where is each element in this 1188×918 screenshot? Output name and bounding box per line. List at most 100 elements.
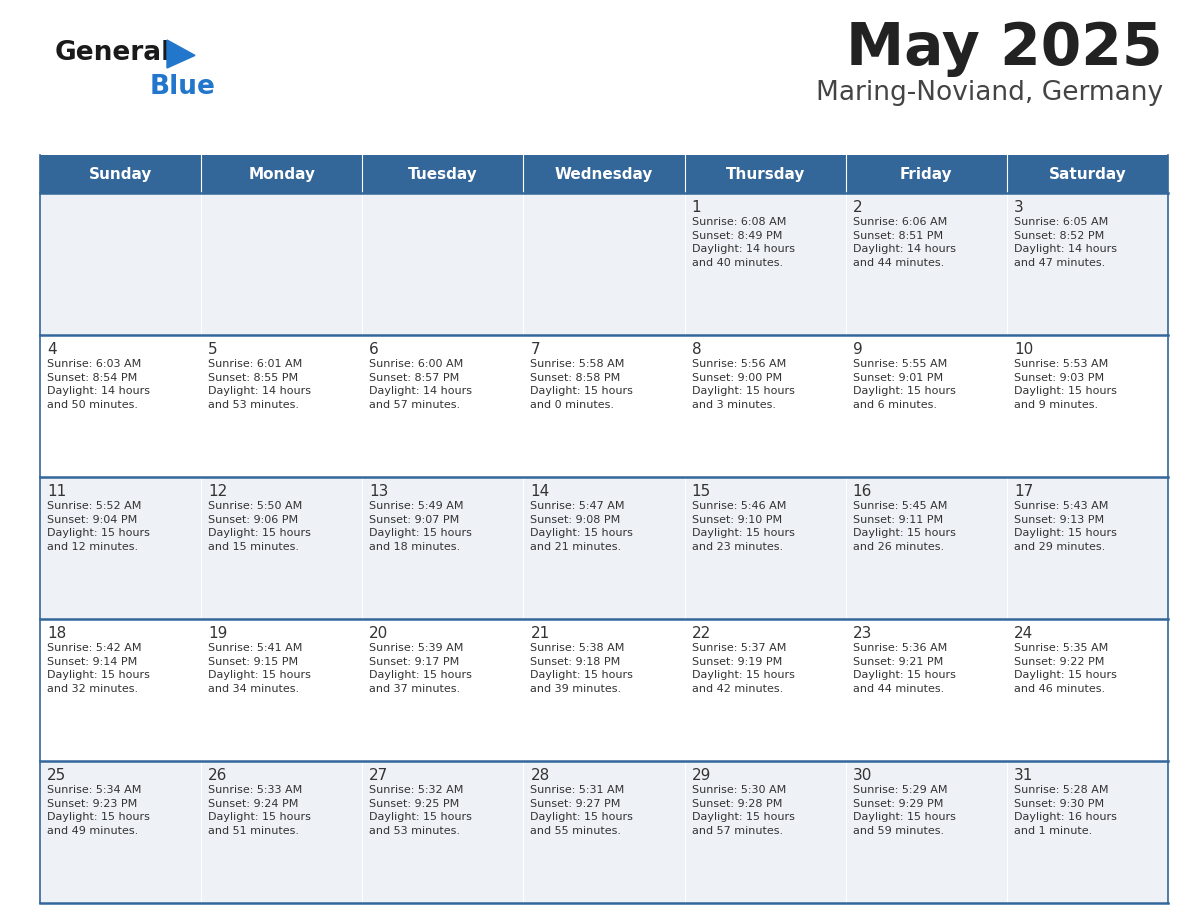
Text: Sunrise: 6:01 AM
Sunset: 8:55 PM
Daylight: 14 hours
and 53 minutes.: Sunrise: 6:01 AM Sunset: 8:55 PM Dayligh… (208, 359, 311, 409)
Bar (40, 155, 201, 193)
Bar (201, 335, 362, 477)
Text: Sunrise: 5:52 AM
Sunset: 9:04 PM
Daylight: 15 hours
and 12 minutes.: Sunrise: 5:52 AM Sunset: 9:04 PM Dayligh… (48, 501, 150, 552)
Text: Monday: Monday (248, 166, 315, 182)
Text: 9: 9 (853, 342, 862, 357)
Text: 14: 14 (530, 484, 550, 499)
Text: 27: 27 (369, 768, 388, 783)
Text: Blue: Blue (150, 74, 216, 100)
Text: General: General (55, 40, 171, 66)
Bar (40, 761, 201, 903)
Bar (1007, 193, 1168, 335)
Text: Sunrise: 5:37 AM
Sunset: 9:19 PM
Daylight: 15 hours
and 42 minutes.: Sunrise: 5:37 AM Sunset: 9:19 PM Dayligh… (691, 643, 795, 694)
Bar (362, 335, 524, 477)
Text: 17: 17 (1013, 484, 1034, 499)
Text: Sunrise: 6:08 AM
Sunset: 8:49 PM
Daylight: 14 hours
and 40 minutes.: Sunrise: 6:08 AM Sunset: 8:49 PM Dayligh… (691, 217, 795, 268)
Bar (1007, 155, 1168, 193)
Text: Maring-Noviand, Germany: Maring-Noviand, Germany (816, 80, 1163, 106)
Bar (846, 193, 1007, 335)
Text: 25: 25 (48, 768, 67, 783)
Bar (846, 761, 1007, 903)
Text: Sunrise: 5:49 AM
Sunset: 9:07 PM
Daylight: 15 hours
and 18 minutes.: Sunrise: 5:49 AM Sunset: 9:07 PM Dayligh… (369, 501, 472, 552)
Text: 31: 31 (1013, 768, 1034, 783)
Bar (201, 193, 362, 335)
Text: 20: 20 (369, 626, 388, 641)
Text: Sunrise: 5:31 AM
Sunset: 9:27 PM
Daylight: 15 hours
and 55 minutes.: Sunrise: 5:31 AM Sunset: 9:27 PM Dayligh… (530, 785, 633, 835)
Bar (362, 155, 524, 193)
Text: 7: 7 (530, 342, 541, 357)
Bar (684, 619, 846, 761)
Text: 16: 16 (853, 484, 872, 499)
Text: Sunrise: 5:32 AM
Sunset: 9:25 PM
Daylight: 15 hours
and 53 minutes.: Sunrise: 5:32 AM Sunset: 9:25 PM Dayligh… (369, 785, 472, 835)
Text: Thursday: Thursday (726, 166, 804, 182)
Text: 12: 12 (208, 484, 227, 499)
Bar (684, 477, 846, 619)
Bar (524, 477, 684, 619)
Text: 18: 18 (48, 626, 67, 641)
Text: Sunrise: 5:42 AM
Sunset: 9:14 PM
Daylight: 15 hours
and 32 minutes.: Sunrise: 5:42 AM Sunset: 9:14 PM Dayligh… (48, 643, 150, 694)
Text: 15: 15 (691, 484, 710, 499)
Bar (524, 619, 684, 761)
Bar (201, 761, 362, 903)
Text: Sunrise: 5:30 AM
Sunset: 9:28 PM
Daylight: 15 hours
and 57 minutes.: Sunrise: 5:30 AM Sunset: 9:28 PM Dayligh… (691, 785, 795, 835)
Bar (201, 155, 362, 193)
Text: Friday: Friday (901, 166, 953, 182)
Text: 30: 30 (853, 768, 872, 783)
Bar (684, 155, 846, 193)
Bar (362, 477, 524, 619)
Text: 29: 29 (691, 768, 710, 783)
Text: Sunrise: 5:58 AM
Sunset: 8:58 PM
Daylight: 15 hours
and 0 minutes.: Sunrise: 5:58 AM Sunset: 8:58 PM Dayligh… (530, 359, 633, 409)
Bar (362, 619, 524, 761)
Text: 13: 13 (369, 484, 388, 499)
Bar (362, 193, 524, 335)
Text: 2: 2 (853, 200, 862, 215)
Text: Sunrise: 5:41 AM
Sunset: 9:15 PM
Daylight: 15 hours
and 34 minutes.: Sunrise: 5:41 AM Sunset: 9:15 PM Dayligh… (208, 643, 311, 694)
Text: 26: 26 (208, 768, 228, 783)
Text: Sunrise: 5:33 AM
Sunset: 9:24 PM
Daylight: 15 hours
and 51 minutes.: Sunrise: 5:33 AM Sunset: 9:24 PM Dayligh… (208, 785, 311, 835)
Text: May 2025: May 2025 (846, 20, 1163, 77)
Text: 23: 23 (853, 626, 872, 641)
Text: 11: 11 (48, 484, 67, 499)
Text: 28: 28 (530, 768, 550, 783)
Bar (684, 761, 846, 903)
Text: 6: 6 (369, 342, 379, 357)
Text: Sunrise: 6:00 AM
Sunset: 8:57 PM
Daylight: 14 hours
and 57 minutes.: Sunrise: 6:00 AM Sunset: 8:57 PM Dayligh… (369, 359, 473, 409)
Text: Saturday: Saturday (1049, 166, 1126, 182)
Text: 1: 1 (691, 200, 701, 215)
Bar (524, 761, 684, 903)
Bar (362, 761, 524, 903)
Text: 8: 8 (691, 342, 701, 357)
Text: Sunrise: 5:45 AM
Sunset: 9:11 PM
Daylight: 15 hours
and 26 minutes.: Sunrise: 5:45 AM Sunset: 9:11 PM Dayligh… (853, 501, 955, 552)
Polygon shape (168, 40, 195, 68)
Text: 10: 10 (1013, 342, 1034, 357)
Text: Sunrise: 5:34 AM
Sunset: 9:23 PM
Daylight: 15 hours
and 49 minutes.: Sunrise: 5:34 AM Sunset: 9:23 PM Dayligh… (48, 785, 150, 835)
Text: Sunrise: 5:29 AM
Sunset: 9:29 PM
Daylight: 15 hours
and 59 minutes.: Sunrise: 5:29 AM Sunset: 9:29 PM Dayligh… (853, 785, 955, 835)
Text: 19: 19 (208, 626, 228, 641)
Bar (1007, 335, 1168, 477)
Text: 3: 3 (1013, 200, 1024, 215)
Bar (524, 193, 684, 335)
Bar (40, 619, 201, 761)
Text: Sunrise: 5:43 AM
Sunset: 9:13 PM
Daylight: 15 hours
and 29 minutes.: Sunrise: 5:43 AM Sunset: 9:13 PM Dayligh… (1013, 501, 1117, 552)
Text: Sunrise: 5:36 AM
Sunset: 9:21 PM
Daylight: 15 hours
and 44 minutes.: Sunrise: 5:36 AM Sunset: 9:21 PM Dayligh… (853, 643, 955, 694)
Text: Sunday: Sunday (89, 166, 152, 182)
Bar (524, 335, 684, 477)
Text: Sunrise: 5:50 AM
Sunset: 9:06 PM
Daylight: 15 hours
and 15 minutes.: Sunrise: 5:50 AM Sunset: 9:06 PM Dayligh… (208, 501, 311, 552)
Text: Sunrise: 5:39 AM
Sunset: 9:17 PM
Daylight: 15 hours
and 37 minutes.: Sunrise: 5:39 AM Sunset: 9:17 PM Dayligh… (369, 643, 472, 694)
Bar (684, 193, 846, 335)
Text: Sunrise: 5:56 AM
Sunset: 9:00 PM
Daylight: 15 hours
and 3 minutes.: Sunrise: 5:56 AM Sunset: 9:00 PM Dayligh… (691, 359, 795, 409)
Text: 24: 24 (1013, 626, 1034, 641)
Bar (40, 193, 201, 335)
Text: Sunrise: 5:53 AM
Sunset: 9:03 PM
Daylight: 15 hours
and 9 minutes.: Sunrise: 5:53 AM Sunset: 9:03 PM Dayligh… (1013, 359, 1117, 409)
Bar (40, 335, 201, 477)
Bar (201, 477, 362, 619)
Bar (846, 477, 1007, 619)
Bar (201, 619, 362, 761)
Text: 5: 5 (208, 342, 217, 357)
Text: Tuesday: Tuesday (407, 166, 478, 182)
Bar (1007, 619, 1168, 761)
Bar (40, 477, 201, 619)
Text: 21: 21 (530, 626, 550, 641)
Text: Sunrise: 5:38 AM
Sunset: 9:18 PM
Daylight: 15 hours
and 39 minutes.: Sunrise: 5:38 AM Sunset: 9:18 PM Dayligh… (530, 643, 633, 694)
Text: 4: 4 (48, 342, 57, 357)
Text: Sunrise: 5:47 AM
Sunset: 9:08 PM
Daylight: 15 hours
and 21 minutes.: Sunrise: 5:47 AM Sunset: 9:08 PM Dayligh… (530, 501, 633, 552)
